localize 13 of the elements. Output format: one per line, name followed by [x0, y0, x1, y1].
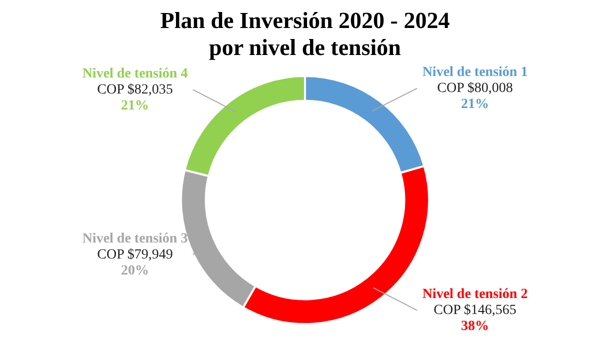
chart-title: Plan de Inversión 2020 - 2024 por nivel de tensión — [160, 8, 450, 60]
data-label: COP $80,008 — [437, 80, 513, 96]
data-label: COP $79,949 — [97, 247, 173, 262]
text: 21% — [461, 96, 489, 112]
slice-label: Nivel de tensión 2 — [422, 286, 528, 302]
slice-label: Nivel de tensión 4 — [82, 66, 188, 82]
slice-label: Nivel de tensión 1 — [422, 64, 528, 80]
text: 20% — [121, 263, 149, 278]
slice-label: Nivel de tensión 3 — [82, 231, 188, 246]
data-label: COP $146,565 — [434, 303, 516, 318]
text: 21% — [121, 98, 149, 114]
data-label: COP $82,035 — [97, 82, 173, 98]
text: 38% — [461, 318, 489, 334]
